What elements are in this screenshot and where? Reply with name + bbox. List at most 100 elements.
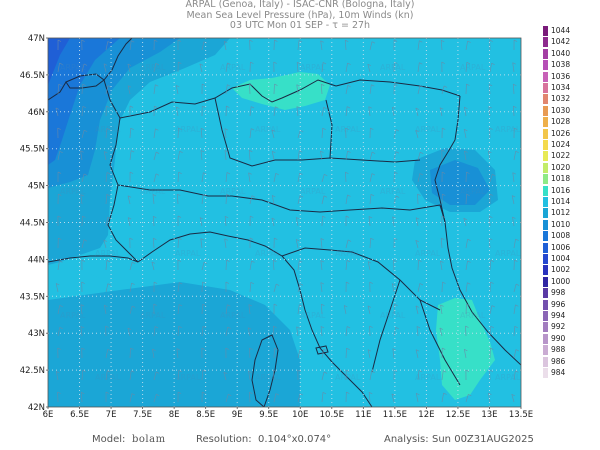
wind-barb <box>249 215 254 227</box>
wind-barb <box>417 370 423 381</box>
legend-swatch <box>543 128 548 139</box>
wind-barb <box>152 348 156 359</box>
wind-barb <box>80 194 85 205</box>
watermark-text: ARPAL <box>175 249 201 258</box>
legend-label: 988 <box>551 345 566 355</box>
wind-barb <box>345 171 349 183</box>
wind-barb <box>417 40 423 51</box>
wind-barb <box>129 237 133 249</box>
legend-label: 1026 <box>551 128 571 138</box>
wind-barb <box>344 39 349 51</box>
wind-barb <box>321 348 327 359</box>
wind-barb <box>129 393 136 403</box>
wind-barb <box>440 304 444 315</box>
legend-label: 1018 <box>551 174 571 184</box>
legend-item: 994 <box>543 311 600 321</box>
wind-barb <box>247 327 252 337</box>
wind-barb <box>177 259 182 271</box>
wind-barb <box>57 127 61 139</box>
wind-barb <box>249 391 253 403</box>
wind-barb <box>465 171 470 183</box>
wind-barb <box>465 238 471 249</box>
wind-barb <box>367 261 372 271</box>
legend-swatch <box>543 26 548 36</box>
wind-barb <box>345 194 351 205</box>
longitude-tick-label: 8E <box>169 410 180 420</box>
wind-barb <box>415 239 419 249</box>
watermark-text: ARPAL <box>460 311 486 320</box>
wind-barb <box>225 393 232 403</box>
wind-barb <box>297 195 304 205</box>
wind-barb <box>249 106 255 117</box>
legend-item: 1042 <box>543 37 600 48</box>
legend-label: 1006 <box>551 242 571 252</box>
watermark-text: ARPAL <box>415 373 441 382</box>
wind-barb <box>393 259 397 271</box>
wind-barb <box>465 260 471 271</box>
wind-barb <box>488 215 493 227</box>
region-border-7 <box>439 204 446 223</box>
wind-barb <box>127 195 132 205</box>
border-austria-italy <box>335 79 461 97</box>
wind-barb <box>489 305 496 315</box>
wind-barb <box>225 259 230 271</box>
wind-barb <box>345 260 351 271</box>
wind-barb <box>57 326 63 337</box>
header-line-1: ARPAL (Genoa, Italy) - ISAC-CNR (Bologna… <box>185 0 415 10</box>
wind-barb <box>417 259 422 271</box>
wind-barb <box>201 347 206 359</box>
wind-barb <box>249 83 253 95</box>
latitude-tick-label: 44.5N <box>20 219 45 229</box>
wind-barb <box>440 39 445 51</box>
watermark-text: ARPAL <box>460 187 486 196</box>
wind-barb <box>129 305 136 315</box>
wind-barb <box>177 150 183 161</box>
wind-barb <box>320 83 325 95</box>
wind-barb <box>511 393 515 403</box>
longitude-tick-label: 7E <box>106 410 117 420</box>
wind-barb <box>57 193 62 205</box>
legend-swatch <box>543 242 548 253</box>
watermark-text: ARPAL <box>60 187 86 196</box>
legend-label: 1004 <box>551 254 571 263</box>
legend-swatch <box>543 174 548 185</box>
wind-barb <box>273 61 277 73</box>
wind-barb <box>201 303 206 315</box>
wind-barb <box>80 326 85 337</box>
legend-swatch <box>543 83 548 93</box>
wind-barb <box>80 391 85 403</box>
wind-barb <box>393 326 399 337</box>
resolution-value: 0.104°x0.074° <box>258 434 332 445</box>
legend-item: 1040 <box>543 48 600 59</box>
wind-barb <box>345 106 351 117</box>
legend-swatch <box>543 254 548 264</box>
legend-swatch <box>543 299 548 310</box>
wind-barb <box>105 260 111 271</box>
legend-swatch <box>543 208 548 219</box>
watermark-text: ARPAL <box>255 249 281 258</box>
legend-item: 1010 <box>543 219 600 230</box>
legend-swatch <box>543 276 548 287</box>
wind-barb <box>465 193 470 205</box>
legend-swatch <box>543 48 548 59</box>
wind-barb <box>345 239 352 249</box>
wind-barb <box>129 282 135 293</box>
wind-barb <box>488 84 493 95</box>
wind-barb <box>369 194 375 205</box>
legend-label: 1000 <box>551 276 571 286</box>
wind-barb <box>153 173 160 183</box>
legend-item: 1030 <box>543 105 600 116</box>
wind-barb <box>321 215 326 227</box>
wind-barb <box>463 129 468 139</box>
wind-barb <box>367 63 371 73</box>
wind-barb <box>415 129 419 139</box>
wind-barb <box>200 150 205 161</box>
wind-barb <box>57 391 61 403</box>
wind-barb <box>465 369 470 381</box>
pressure-field-1006 <box>48 38 70 85</box>
region-border-4 <box>325 99 333 159</box>
legend-swatch <box>543 140 548 150</box>
wind-barb <box>81 215 86 227</box>
wind-barb <box>464 150 468 161</box>
wind-barb <box>513 283 520 293</box>
